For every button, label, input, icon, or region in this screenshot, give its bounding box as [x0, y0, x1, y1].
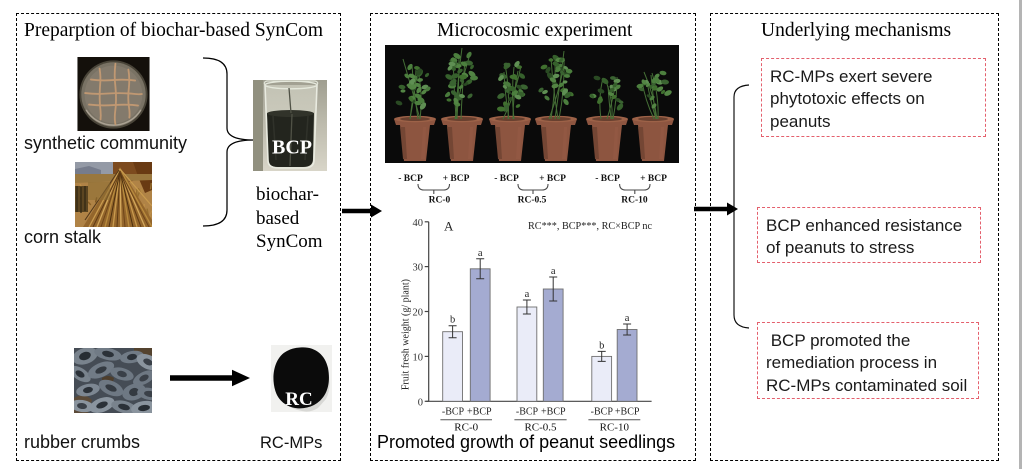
svg-text:+BCP: +BCP: [467, 407, 492, 418]
svg-text:a: a: [478, 248, 483, 259]
svg-text:+ BCP: + BCP: [640, 174, 667, 184]
svg-text:a: a: [525, 289, 530, 300]
svg-text:40: 40: [413, 218, 424, 229]
svg-text:- BCP: - BCP: [595, 174, 620, 184]
svg-text:Fruit fresh weight (g/ plant): Fruit fresh weight (g/ plant): [401, 279, 412, 390]
svg-text:+BCP: +BCP: [615, 407, 640, 418]
svg-text:RC-10: RC-10: [600, 421, 630, 433]
svg-text:RC-0.5: RC-0.5: [524, 421, 557, 433]
svg-text:A: A: [444, 219, 454, 234]
svg-text:a: a: [551, 266, 556, 277]
svg-text:10: 10: [413, 352, 424, 363]
svg-text:b: b: [599, 340, 604, 351]
svg-text:-BCP: -BCP: [516, 407, 539, 418]
svg-text:30: 30: [413, 263, 424, 274]
svg-text:+ BCP: + BCP: [443, 174, 470, 184]
svg-text:-BCP: -BCP: [591, 407, 614, 418]
svg-text:RC: RC: [285, 389, 312, 410]
svg-text:RC-10: RC-10: [621, 196, 648, 206]
svg-text:RC***, BCP***, RC×BCP nc: RC***, BCP***, RC×BCP nc: [528, 221, 652, 232]
svg-text:+BCP: +BCP: [541, 407, 566, 418]
svg-text:a: a: [625, 313, 630, 324]
svg-text:BCP: BCP: [272, 137, 312, 159]
svg-text:20: 20: [413, 308, 424, 319]
svg-text:RC-0: RC-0: [454, 421, 478, 433]
svg-text:- BCP: - BCP: [494, 174, 519, 184]
svg-text:0: 0: [418, 397, 423, 408]
svg-text:- BCP: - BCP: [398, 174, 423, 184]
svg-text:b: b: [450, 315, 455, 326]
svg-text:+ BCP: + BCP: [539, 174, 566, 184]
svg-text:RC-0: RC-0: [429, 196, 451, 206]
svg-text:RC-0.5: RC-0.5: [518, 196, 547, 206]
svg-text:-BCP: -BCP: [442, 407, 465, 418]
